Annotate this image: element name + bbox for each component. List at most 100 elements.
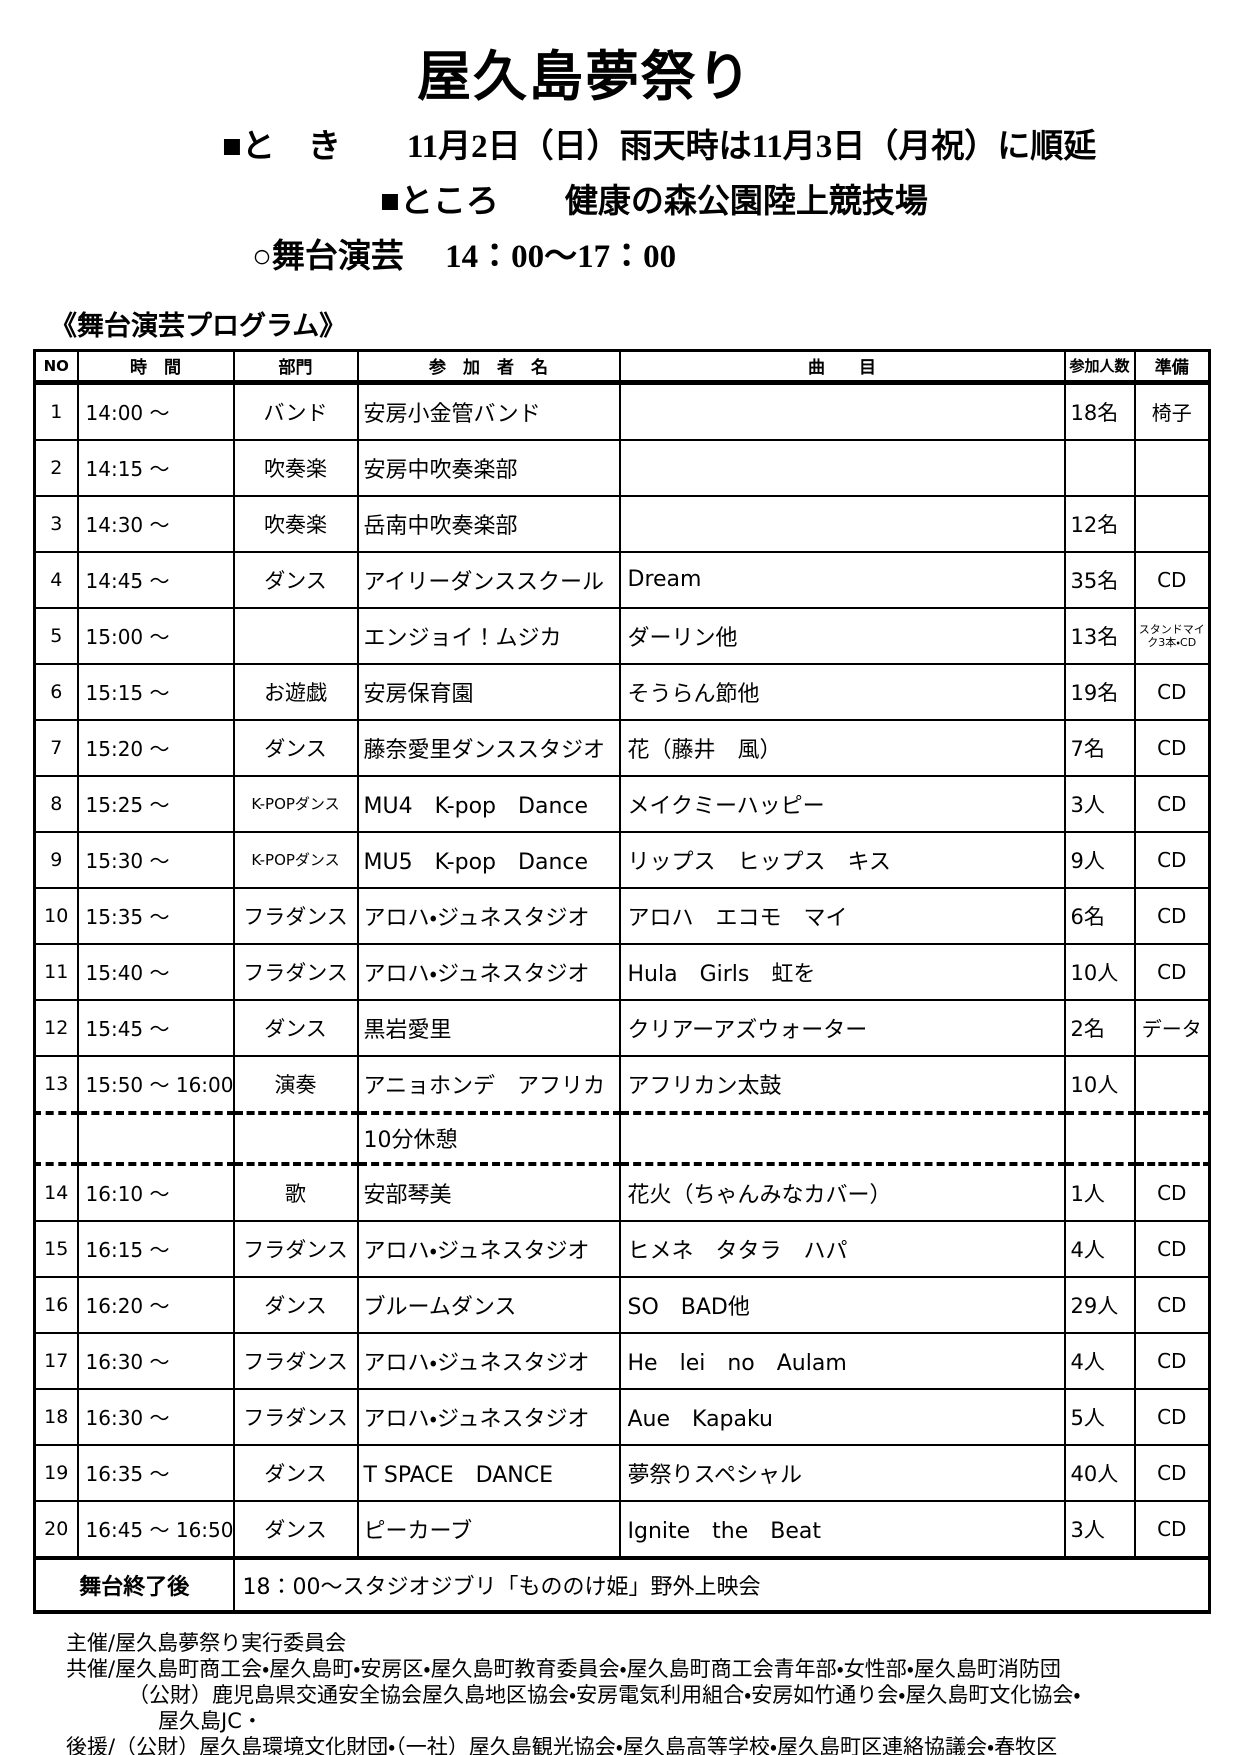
cell-time: 14:15 ～ (76, 438, 235, 497)
table-row: 3 14:30 ～ 吹奏楽 岳南中吹奏楽部 12名 (33, 494, 1211, 553)
cell-performer: 藤奈愛里ダンススタジオ (356, 718, 621, 777)
table-row: 11 15:40 ～ フラダンス アロハ・ジュネスタジオ Hula Girls … (33, 942, 1211, 1001)
cell-count: 5人 (1063, 1387, 1136, 1446)
cell-performer: MU4 K-pop Dance (356, 774, 621, 833)
break-row: 10分休憩 (33, 1110, 1211, 1166)
cell-song (618, 494, 1066, 553)
col-header-performer: 参 加 者 名 (356, 348, 621, 385)
cell-time: 15:25 ～ (76, 774, 235, 833)
cell-no: 10 (33, 886, 79, 945)
table-row: 9 15:30 ～ K-POPダンス MU5 K-pop Dance リップス … (33, 830, 1211, 889)
table-row: 4 14:45 ～ ダンス アイリーダンススクール Dream 35名 CD (33, 550, 1211, 609)
cell-category: フラダンス (232, 886, 359, 945)
credit-line-cohost-2: （公財）鹿児島県交通安全協会屋久島地区協会・安房電気利用組合・安房如竹通り会・屋… (128, 1682, 1081, 1707)
cell-category (232, 606, 359, 665)
cell-song: リップス ヒップス キス (618, 830, 1066, 889)
cell-category: K-POPダンス (232, 774, 359, 833)
cell-no (33, 1110, 79, 1166)
table-row: 19 16:35 ～ ダンス T SPACE DANCE 夢祭りスペシャル 40… (33, 1443, 1211, 1502)
col-header-count: 参加人数 (1063, 348, 1136, 385)
cell-category: 吹奏楽 (232, 438, 359, 497)
cell-no: 11 (33, 942, 79, 1001)
cell-category (232, 1110, 359, 1166)
program-table-body: 1 14:00 ～ バンド 安房小金管バンド 18名 椅子 2 14:15 ～ … (33, 381, 1211, 1613)
table-row: 7 15:20 ～ ダンス 藤奈愛里ダンススタジオ 花（藤井 風） 7名 CD (33, 718, 1211, 777)
cell-count: 3人 (1063, 1499, 1136, 1559)
cell-count: 9人 (1063, 830, 1136, 889)
cell-song: メイクミーハッピー (618, 774, 1066, 833)
cell-count (1063, 438, 1136, 497)
cell-prep: CD (1133, 1219, 1211, 1278)
cell-performer: エンジョイ！ムジカ (356, 606, 621, 665)
cell-performer: アニョホンデ アフリカ (356, 1054, 621, 1114)
table-row: 8 15:25 ～ K-POPダンス MU4 K-pop Dance メイクミー… (33, 774, 1211, 833)
col-header-song: 曲 目 (618, 348, 1066, 385)
after-show-row: 舞台終了後 18：00～スタジオジブリ「もののけ姫」野外上映会 (33, 1555, 1211, 1613)
cell-song: ヒメネ タタラ ハパ (618, 1219, 1066, 1278)
cell-count: 35名 (1063, 550, 1136, 609)
cell-prep: CD (1133, 1275, 1211, 1334)
cell-no: 15 (33, 1219, 79, 1278)
col-header-prep: 準備 (1133, 348, 1211, 385)
table-row: 12 15:45 ～ ダンス 黒岩愛里 クリアーアズウォーター 2名 データ (33, 998, 1211, 1057)
cell-time: 16:30 ～ (76, 1331, 235, 1390)
stage-time-line: ○舞台演芸 14：00～17：00 (252, 239, 677, 276)
cell-performer: T SPACE DANCE (356, 1443, 621, 1502)
cell-count: 19名 (1063, 662, 1136, 721)
cell-performer: 安房中吹奏楽部 (356, 438, 621, 497)
cell-no: 12 (33, 998, 79, 1057)
cell-no: 2 (33, 438, 79, 497)
cell-time: 14:45 ～ (76, 550, 235, 609)
cell-count: 12名 (1063, 494, 1136, 553)
cell-no: 8 (33, 774, 79, 833)
cell-no: 14 (33, 1162, 79, 1222)
cell-performer: 安房小金管バンド (356, 381, 621, 441)
cell-prep (1133, 1054, 1211, 1114)
cell-song: He lei no Aulam (618, 1331, 1066, 1390)
cell-song: Ignite the Beat (618, 1499, 1066, 1559)
cell-no: 5 (33, 606, 79, 665)
cell-performer: アロハ・ジュネスタジオ (356, 886, 621, 945)
cell-time: 16:35 ～ (76, 1443, 235, 1502)
credits-block: 主催/屋久島夢祭り実行委員会 共催/屋久島町商工会・屋久島町・安房区・屋久島町教… (66, 1630, 1241, 1755)
cell-performer: アロハ・ジュネスタジオ (356, 1219, 621, 1278)
cell-count: 4人 (1063, 1219, 1136, 1278)
page-title: 屋久島夢祭り (417, 47, 753, 107)
col-header-category: 部門 (232, 348, 359, 385)
table-row: 10 15:35 ～ フラダンス アロハ・ジュネスタジオ アロハ エコモ マイ … (33, 886, 1211, 945)
cell-category: ダンス (232, 1499, 359, 1559)
cell-count: 4人 (1063, 1331, 1136, 1390)
cell-category: フラダンス (232, 1387, 359, 1446)
cell-category: 演奏 (232, 1054, 359, 1114)
table-row: 13 15:50 ～ 16:00 演奏 アニョホンデ アフリカ アフリカン太鼓 … (33, 1054, 1211, 1114)
credit-line-organizer: 主催/屋久島夢祭り実行委員会 (66, 1630, 347, 1655)
cell-count: 18名 (1063, 381, 1136, 441)
table-row: 5 15:00 ～ エンジョイ！ムジカ ダーリン他 13名 スタンドマイク3本・… (33, 606, 1211, 665)
header-block: 屋久島夢祭り ■と き 11月2日（日）雨天時は11月3日（月祝）に順延 ■とこ… (0, 46, 1241, 278)
cell-no: 18 (33, 1387, 79, 1446)
cell-prep: CD (1133, 1331, 1211, 1390)
cell-category: お遊戯 (232, 662, 359, 721)
cell-category: フラダンス (232, 942, 359, 1001)
cell-prep: CD (1133, 1387, 1211, 1446)
cell-prep: CD (1133, 550, 1211, 609)
cell-time: 15:40 ～ (76, 942, 235, 1001)
cell-prep (1133, 438, 1211, 497)
cell-song: アフリカン太鼓 (618, 1054, 1066, 1114)
cell-prep: 椅子 (1133, 381, 1211, 441)
cell-song: SO BAD他 (618, 1275, 1066, 1334)
cell-no: 16 (33, 1275, 79, 1334)
table-row: 20 16:45 ～ 16:50 ダンス ピーカーブ Ignite the Be… (33, 1499, 1211, 1559)
cell-category: ダンス (232, 1275, 359, 1334)
table-row: 18 16:30 ～ フラダンス アロハ・ジュネスタジオ Aue Kapaku … (33, 1387, 1211, 1446)
cell-song: 夢祭りスペシャル (618, 1443, 1066, 1502)
cell-category: ダンス (232, 1443, 359, 1502)
cell-performer: ピーカーブ (356, 1499, 621, 1559)
cell-count: 10人 (1063, 1054, 1136, 1114)
cell-prep: CD (1133, 718, 1211, 777)
table-row: 1 14:00 ～ バンド 安房小金管バンド 18名 椅子 (33, 381, 1211, 441)
cell-performer: ブルームダンス (356, 1275, 621, 1334)
cell-song: そうらん節他 (618, 662, 1066, 721)
date-line: ■と き 11月2日（日）雨天時は11月3日（月祝）に順延 (222, 129, 1097, 166)
cell-time: 15:35 ～ (76, 886, 235, 945)
